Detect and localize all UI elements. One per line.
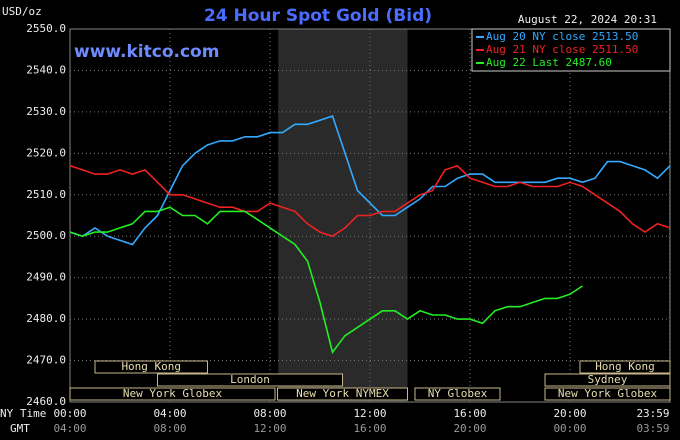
session-label: New York Globex: [558, 387, 658, 400]
session-label: London: [230, 373, 270, 386]
y-tick-label: 2490.0: [26, 271, 66, 284]
legend-label: Aug 21 NY close 2511.50: [486, 43, 638, 56]
y-tick-label: 2500.0: [26, 229, 66, 242]
x-tick-label: 04:00: [153, 407, 186, 420]
x-row-label: NY Time: [0, 407, 46, 420]
session-bar: [157, 373, 343, 387]
x2-tick-label: 20:00: [453, 422, 486, 435]
session-label: Hong Kong: [595, 360, 655, 373]
timestamp: August 22, 2024 20:31: [518, 13, 657, 26]
series-line: [69, 114, 671, 246]
session-label: NY Globex: [428, 387, 488, 400]
x2-tick-label: 03:59: [636, 422, 669, 435]
x2-tick-label: 04:00: [53, 422, 86, 435]
x-tick-label: 12:00: [353, 407, 386, 420]
x-tick-label: 16:00: [453, 407, 486, 420]
x-tick-label: 23:59: [636, 407, 669, 420]
y-tick-label: 2480.0: [26, 312, 66, 325]
y-tick-label: 2530.0: [26, 105, 66, 118]
website: www.kitco.com: [74, 42, 219, 62]
unit-label: USD/oz: [2, 5, 42, 18]
session-bar: [414, 387, 501, 401]
session-label: New York Globex: [123, 387, 223, 400]
x2-tick-label: 00:00: [553, 422, 586, 435]
chart-title: 24 Hour Spot Gold (Bid): [204, 6, 432, 26]
session-bar: [69, 387, 276, 401]
legend-label: Aug 22 Last 2487.60: [486, 56, 612, 69]
series-line: [69, 164, 671, 238]
session-label: New York NYMEX: [296, 387, 389, 400]
x2-tick-label: 16:00: [353, 422, 386, 435]
legend-label: Aug 20 NY close 2513.50: [486, 30, 638, 43]
x-tick-label: 20:00: [553, 407, 586, 420]
x-tick-label: 00:00: [53, 407, 86, 420]
x2-tick-label: 12:00: [253, 422, 286, 435]
y-tick-label: 2540.0: [26, 63, 66, 76]
y-tick-label: 2510.0: [26, 188, 66, 201]
session-label: Sydney: [588, 373, 628, 386]
session-bar: [544, 373, 671, 387]
x2-tick-label: 08:00: [153, 422, 186, 435]
session-bar: [277, 387, 408, 401]
session-bar: [94, 360, 208, 374]
x-tick-label: 08:00: [253, 407, 286, 420]
x2-row-label: GMT: [10, 422, 30, 435]
session-bar: [544, 387, 671, 401]
series-line: [69, 206, 583, 355]
legend-box: [471, 28, 671, 72]
session-label: Hong Kong: [121, 360, 181, 373]
y-tick-label: 2550.0: [26, 22, 66, 35]
y-tick-label: 2470.0: [26, 354, 66, 367]
y-tick-label: 2520.0: [26, 146, 66, 159]
y-tick-label: 2460.0: [26, 395, 66, 408]
session-bar: [579, 360, 671, 374]
